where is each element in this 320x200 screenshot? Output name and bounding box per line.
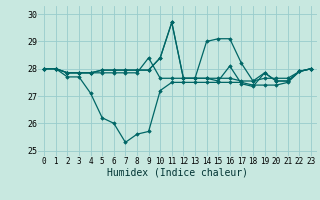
X-axis label: Humidex (Indice chaleur): Humidex (Indice chaleur): [107, 168, 248, 178]
